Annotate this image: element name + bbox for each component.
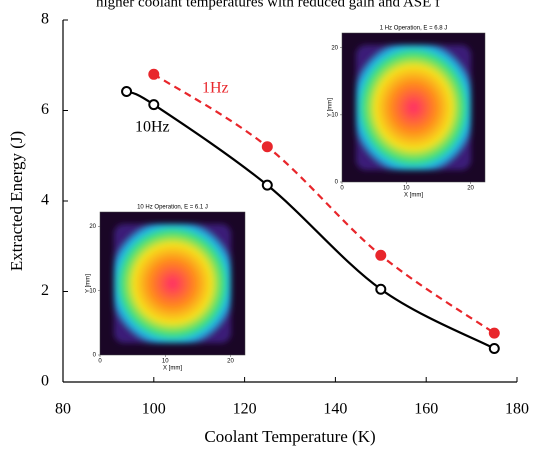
inset-y-tick-label: 20 [89, 224, 96, 230]
inset-y-tick-label: 10 [89, 288, 96, 294]
legend-label: 1Hz [202, 80, 229, 97]
inset-x-tick-label: 0 [340, 186, 344, 192]
point [490, 344, 499, 353]
point [376, 251, 385, 260]
inset-title: 1 Hz Operation, E = 6.8 J [380, 26, 448, 32]
inset-x-label: X [mm] [404, 193, 423, 199]
x-axis-label: Coolant Temperature (K) [204, 427, 375, 446]
legend-label: 10Hz [135, 119, 170, 136]
chart: higher coolant temperatures with reduced… [0, 0, 536, 456]
y-tick-label: 4 [41, 192, 49, 209]
point [149, 100, 158, 109]
caption: higher coolant temperatures with reduced… [96, 0, 440, 10]
inset-x-tick-label: 10 [403, 186, 410, 192]
inset-y-tick-label: 0 [335, 180, 339, 186]
inset-image [356, 45, 471, 170]
point [263, 142, 272, 151]
y-tick-label: 8 [41, 11, 49, 28]
inset-x-label: X [mm] [163, 366, 182, 372]
y-tick-label: 6 [41, 101, 49, 118]
point [122, 87, 131, 96]
inset-y-tick-label: 10 [331, 112, 338, 118]
x-tick-label: 140 [323, 401, 347, 418]
inset-x-tick-label: 0 [98, 359, 102, 365]
point [376, 285, 385, 294]
inset-y-tick-label: 0 [93, 353, 97, 359]
y-tick-label: 2 [41, 282, 49, 299]
inset-x-tick-label: 20 [227, 359, 234, 365]
x-tick-label: 100 [142, 401, 166, 418]
x-tick-label: 80 [55, 401, 71, 418]
y-tick-label: 0 [41, 373, 49, 390]
inset-title: 10 Hz Operation, E = 6.1 J [137, 205, 208, 211]
x-tick-label: 120 [233, 401, 257, 418]
inset-image [114, 224, 231, 343]
x-tick-label: 160 [414, 401, 438, 418]
inset-y-tick-label: 20 [331, 45, 338, 51]
x-tick-label: 180 [505, 401, 529, 418]
point [149, 70, 158, 79]
y-axis-label: Extracted Energy (J) [7, 131, 26, 271]
point [490, 329, 499, 338]
inset-x-tick-label: 20 [467, 186, 474, 192]
point [263, 181, 272, 190]
inset-x-tick-label: 10 [162, 359, 169, 365]
